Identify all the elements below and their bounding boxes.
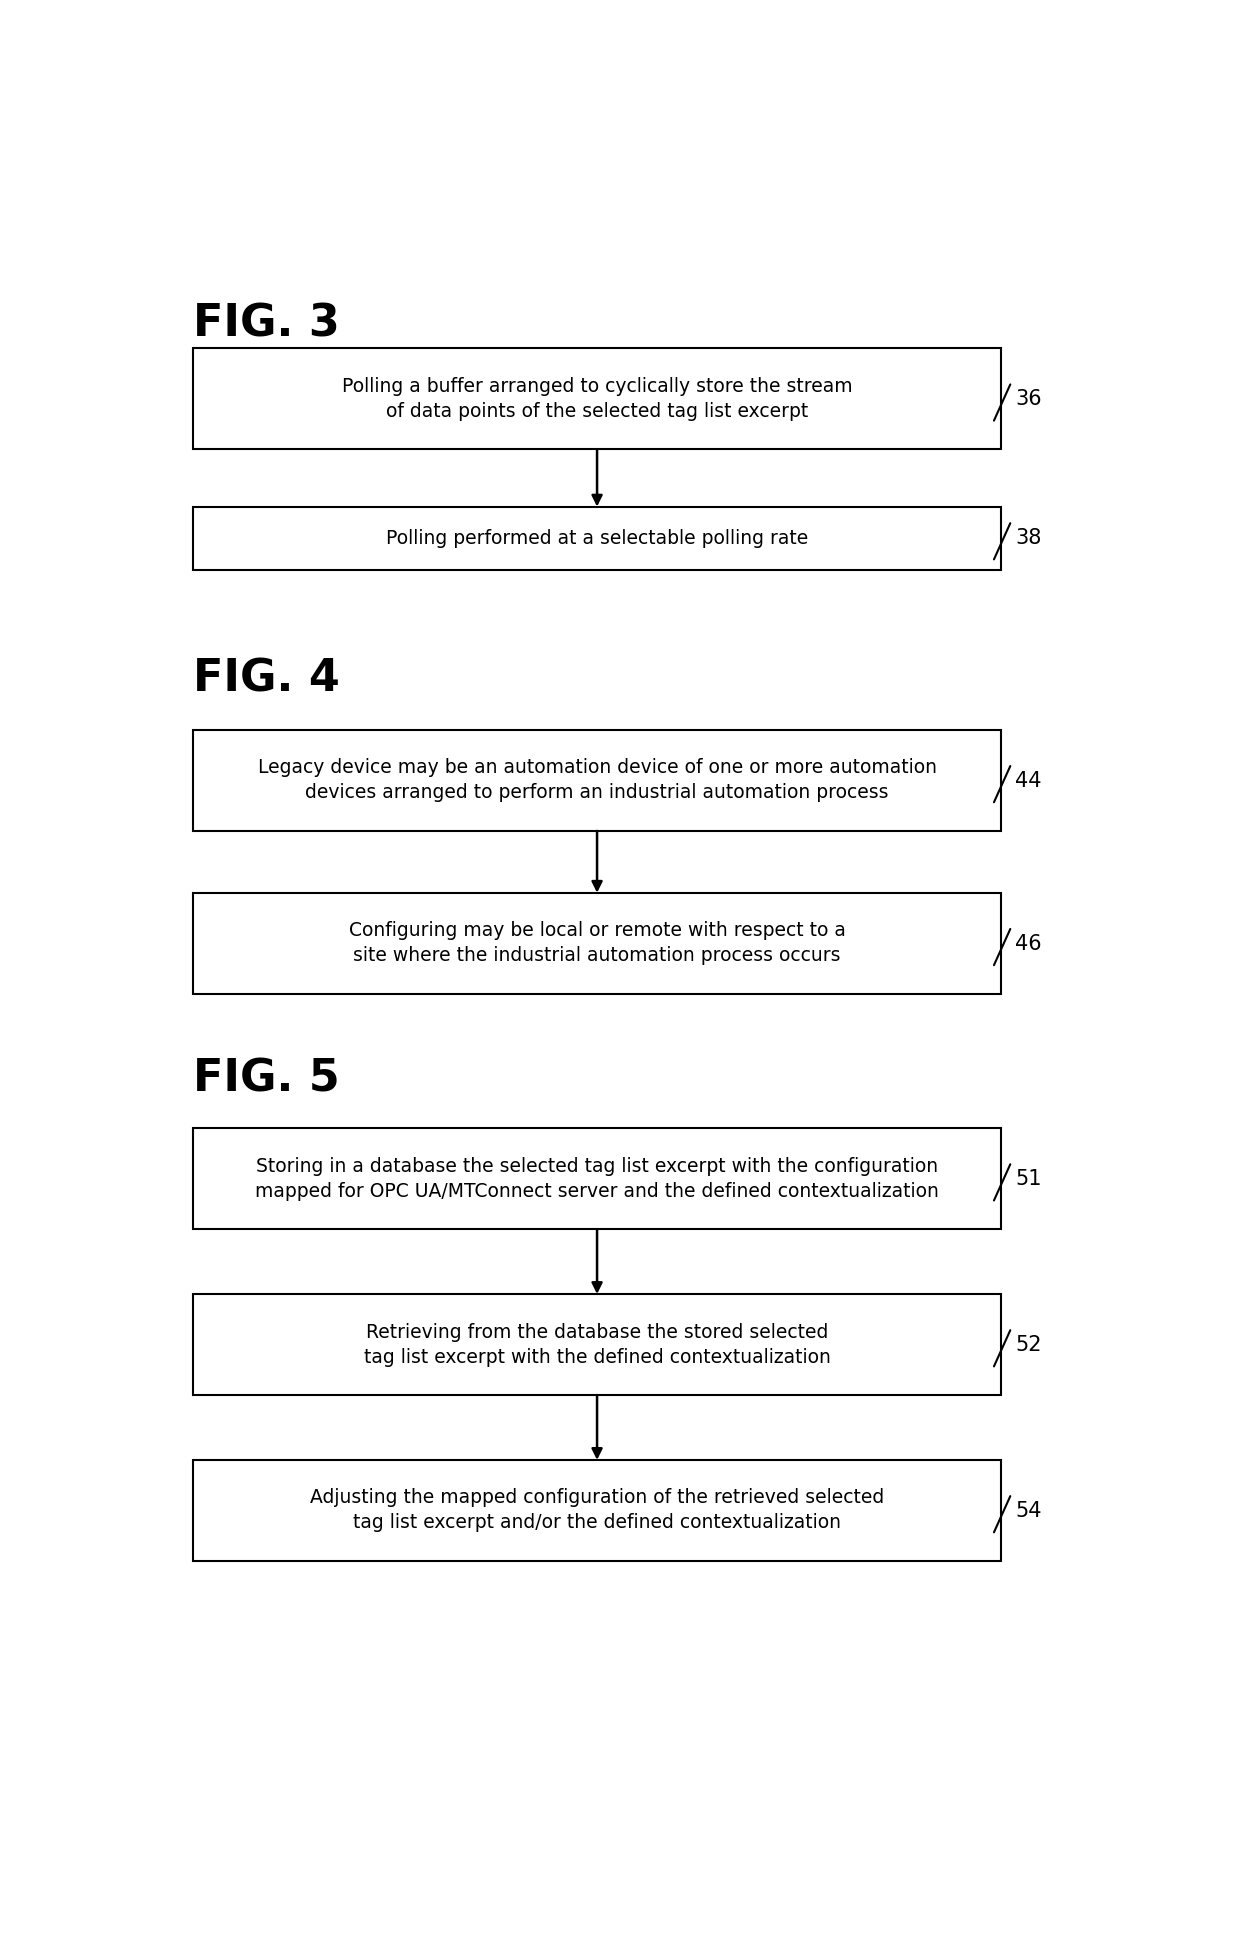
Text: Polling a buffer arranged to cyclically store the stream
of data points of the s: Polling a buffer arranged to cyclically … <box>342 376 852 421</box>
Text: 44: 44 <box>1016 772 1042 791</box>
Bar <box>193 1128 1001 1228</box>
Text: 46: 46 <box>1016 934 1042 954</box>
Bar <box>193 1459 1001 1561</box>
Bar <box>193 507 1001 570</box>
Text: 36: 36 <box>1016 390 1042 409</box>
Text: FIG. 4: FIG. 4 <box>193 658 340 701</box>
Text: 52: 52 <box>1016 1336 1042 1356</box>
Text: Storing in a database the selected tag list excerpt with the configuration
mappe: Storing in a database the selected tag l… <box>255 1156 939 1201</box>
Bar <box>193 893 1001 993</box>
Text: 51: 51 <box>1016 1170 1042 1189</box>
Text: Polling performed at a selectable polling rate: Polling performed at a selectable pollin… <box>386 529 808 549</box>
Text: Adjusting the mapped configuration of the retrieved selected
tag list excerpt an: Adjusting the mapped configuration of th… <box>310 1489 884 1532</box>
Text: 54: 54 <box>1016 1501 1042 1522</box>
Text: Legacy device may be an automation device of one or more automation
devices arra: Legacy device may be an automation devic… <box>258 758 936 803</box>
Text: FIG. 3: FIG. 3 <box>193 304 340 347</box>
Text: FIG. 5: FIG. 5 <box>193 1058 340 1101</box>
Text: Retrieving from the database the stored selected
tag list excerpt with the defin: Retrieving from the database the stored … <box>363 1322 831 1367</box>
Text: 38: 38 <box>1016 529 1042 549</box>
Bar <box>193 731 1001 831</box>
Bar <box>193 349 1001 449</box>
Bar <box>193 1295 1001 1395</box>
Text: Configuring may be local or remote with respect to a
site where the industrial a: Configuring may be local or remote with … <box>348 921 846 966</box>
